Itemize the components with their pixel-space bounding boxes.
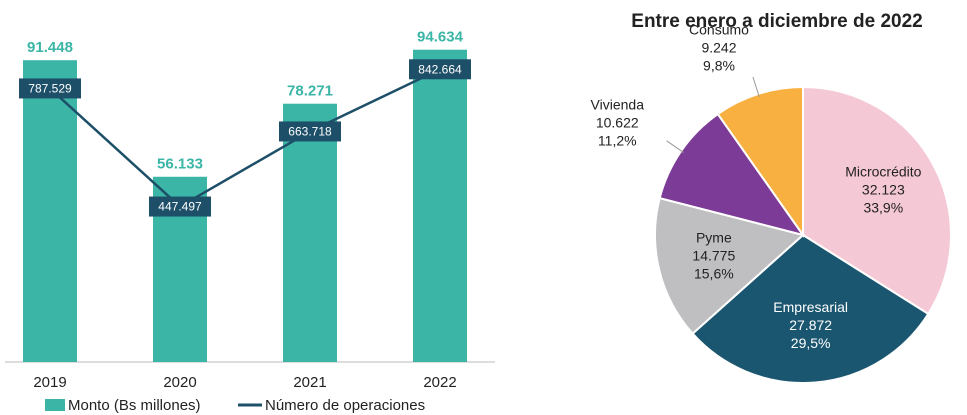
x-tick-label: 2019: [33, 374, 66, 391]
line-value-label: 663.718: [288, 125, 332, 139]
slice-category: Consumo: [689, 21, 749, 37]
pie-slice: [691, 233, 930, 384]
x-tick-label: 2022: [423, 374, 456, 391]
slice-percentage: 29,5%: [791, 335, 831, 351]
slice-category: Empresarial: [773, 299, 848, 315]
bar: [413, 49, 467, 363]
slice-value: 27.872: [789, 317, 832, 333]
bar: [283, 103, 337, 363]
slice-percentage: 11,2%: [598, 133, 637, 149]
slice-value: 14.775: [692, 247, 735, 263]
line: [49, 68, 441, 209]
x-tick-label: 2021: [293, 374, 326, 391]
bar: [23, 60, 77, 363]
legend-label: Monto (Bs millones): [68, 397, 201, 414]
leader-line: [752, 76, 760, 97]
line-value-label: 447.497: [158, 200, 202, 214]
slice-category: Vivienda: [591, 97, 645, 113]
slice-value: 9.242: [701, 39, 736, 55]
legend-swatch: [45, 399, 65, 411]
slice-value: 32.123: [862, 181, 905, 197]
x-tick-label: 2020: [163, 374, 196, 391]
line-label-box: [409, 59, 471, 80]
line-label-box: [149, 196, 211, 217]
line-value-label: 787.529: [28, 82, 72, 96]
bar-value-label: 94.634: [417, 29, 464, 46]
slice-percentage: 15,6%: [694, 265, 734, 281]
slice-category: Microcrédito: [845, 163, 921, 179]
slice-category: Pyme: [696, 229, 732, 245]
pie-slice: [654, 196, 806, 336]
pie-title: Entre enero a diciembre de 2022: [631, 11, 922, 32]
slice-percentage: 9,8%: [703, 57, 735, 73]
legend-label: Número de operaciones: [265, 397, 425, 414]
slice-value: 10.622: [596, 115, 639, 131]
line-label-box: [19, 78, 81, 99]
bar-value-label: 91.448: [27, 39, 73, 56]
slice-percentage: 33,9%: [863, 199, 903, 215]
leader-line: [666, 140, 684, 153]
line-label-box: [279, 121, 341, 142]
bar-value-label: 56.133: [157, 156, 203, 173]
bar-value-label: 78.271: [287, 83, 333, 100]
line-value-label: 842.664: [418, 62, 462, 76]
